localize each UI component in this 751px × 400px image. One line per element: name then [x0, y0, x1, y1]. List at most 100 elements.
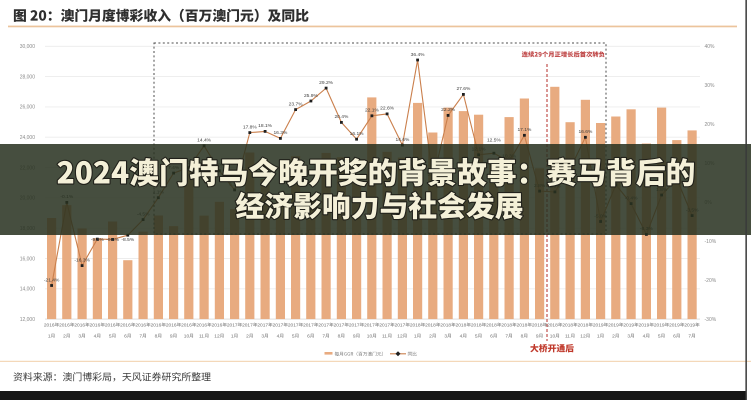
svg-text:2016: 2016 [44, 323, 55, 329]
svg-text:6: 6 [124, 334, 127, 340]
svg-text:6: 6 [490, 334, 493, 340]
svg-text:22.2%: 22.2% [441, 107, 456, 113]
svg-text:-20%: -20% [705, 278, 717, 284]
svg-text:8: 8 [155, 334, 158, 340]
svg-text:2018: 2018 [562, 323, 573, 329]
svg-text:2019: 2019 [623, 323, 634, 329]
svg-text:-8.5%: -8.5% [121, 237, 134, 243]
svg-text:16,000: 16,000 [20, 256, 36, 262]
svg-text:3: 3 [261, 334, 264, 340]
svg-text:2019: 2019 [654, 323, 665, 329]
svg-text:7: 7 [139, 334, 142, 340]
svg-text:6: 6 [307, 334, 310, 340]
svg-text:12: 12 [397, 334, 403, 340]
svg-text:2018: 2018 [486, 323, 497, 329]
svg-text:2018: 2018 [425, 323, 436, 329]
svg-text:8: 8 [521, 334, 524, 340]
svg-text:2016: 2016 [120, 323, 131, 329]
svg-text:12: 12 [214, 334, 220, 340]
svg-text:11: 11 [199, 334, 204, 340]
svg-text:14,000: 14,000 [20, 287, 36, 293]
svg-text:-21.4%: -21.4% [44, 277, 60, 283]
svg-text:2017: 2017 [318, 323, 329, 329]
svg-text:2018: 2018 [578, 323, 589, 329]
svg-text:22.1%: 22.1% [365, 108, 380, 114]
svg-text:36.4%: 36.4% [411, 52, 426, 58]
svg-text:1: 1 [414, 334, 417, 340]
svg-text:2: 2 [429, 334, 432, 340]
svg-text:16.6%: 16.6% [578, 129, 593, 135]
svg-text:7: 7 [688, 334, 691, 340]
svg-text:1: 1 [231, 334, 234, 340]
svg-text:27.6%: 27.6% [456, 86, 471, 92]
svg-text:2018: 2018 [456, 323, 467, 329]
svg-text:30%: 30% [705, 83, 716, 89]
svg-text:8: 8 [338, 334, 341, 340]
svg-text:2018: 2018 [532, 323, 543, 329]
svg-text:20.4%: 20.4% [334, 114, 349, 120]
svg-text:2016: 2016 [196, 323, 207, 329]
svg-text:26,000: 26,000 [20, 105, 36, 111]
svg-text:2019: 2019 [593, 323, 604, 329]
svg-text:2016: 2016 [90, 323, 101, 329]
svg-text:11: 11 [565, 334, 570, 340]
svg-text:2018: 2018 [440, 323, 451, 329]
svg-text:2016: 2016 [212, 323, 223, 329]
svg-text:16.1%: 16.1% [350, 131, 365, 137]
svg-text:2017: 2017 [257, 323, 268, 329]
svg-text:28,000: 28,000 [20, 74, 36, 80]
svg-text:2016: 2016 [135, 323, 146, 329]
svg-text:-9.5%: -9.5% [91, 237, 104, 243]
svg-text:2018: 2018 [517, 323, 528, 329]
svg-text:2017: 2017 [227, 323, 238, 329]
svg-text:16.3%: 16.3% [273, 130, 288, 136]
svg-text:-30%: -30% [705, 317, 717, 323]
svg-text:2016: 2016 [181, 323, 192, 329]
svg-text:2016: 2016 [74, 323, 85, 329]
svg-text:12: 12 [580, 334, 586, 340]
svg-text:-16.3%: -16.3% [74, 257, 90, 263]
svg-text:2017: 2017 [379, 323, 390, 329]
svg-text:24,000: 24,000 [20, 135, 36, 141]
svg-text:2017: 2017 [273, 323, 284, 329]
svg-text:6: 6 [673, 334, 676, 340]
svg-text:40%: 40% [705, 44, 716, 50]
svg-text:2019: 2019 [669, 323, 680, 329]
svg-text:2019: 2019 [639, 323, 650, 329]
svg-text:23.7%: 23.7% [289, 101, 304, 107]
svg-text:5: 5 [658, 334, 661, 340]
svg-text:10: 10 [184, 334, 190, 340]
svg-text:2019: 2019 [684, 323, 695, 329]
svg-text:-10%: -10% [705, 239, 717, 245]
svg-text:2: 2 [63, 334, 66, 340]
svg-text:3: 3 [444, 334, 447, 340]
svg-text:17.1%: 17.1% [517, 127, 532, 133]
svg-text:9: 9 [353, 334, 356, 340]
svg-text:2017: 2017 [334, 323, 345, 329]
svg-text:1: 1 [48, 334, 51, 340]
svg-text:10: 10 [550, 334, 556, 340]
svg-text:1: 1 [597, 334, 600, 340]
svg-text:2016: 2016 [151, 323, 162, 329]
svg-text:12.5%: 12.5% [487, 138, 502, 144]
svg-text:2016: 2016 [105, 323, 116, 329]
svg-text:2019: 2019 [608, 323, 619, 329]
svg-text:3: 3 [627, 334, 630, 340]
svg-text:2018: 2018 [547, 323, 558, 329]
svg-text:17.8%: 17.8% [243, 124, 258, 130]
svg-text:2017: 2017 [303, 323, 314, 329]
svg-text:4: 4 [460, 334, 463, 340]
svg-text:14.4%: 14.4% [197, 138, 212, 144]
svg-text:12,000: 12,000 [20, 317, 36, 323]
svg-text:2017: 2017 [242, 323, 253, 329]
svg-text:9: 9 [536, 334, 539, 340]
svg-text:2017: 2017 [395, 323, 406, 329]
svg-text:4: 4 [643, 334, 646, 340]
svg-text:2: 2 [246, 334, 249, 340]
svg-text:9: 9 [170, 334, 173, 340]
svg-text:2016: 2016 [59, 323, 70, 329]
svg-text:2016: 2016 [166, 323, 177, 329]
svg-text:2017: 2017 [288, 323, 299, 329]
svg-text:2018: 2018 [471, 323, 482, 329]
svg-text:2018: 2018 [410, 323, 421, 329]
